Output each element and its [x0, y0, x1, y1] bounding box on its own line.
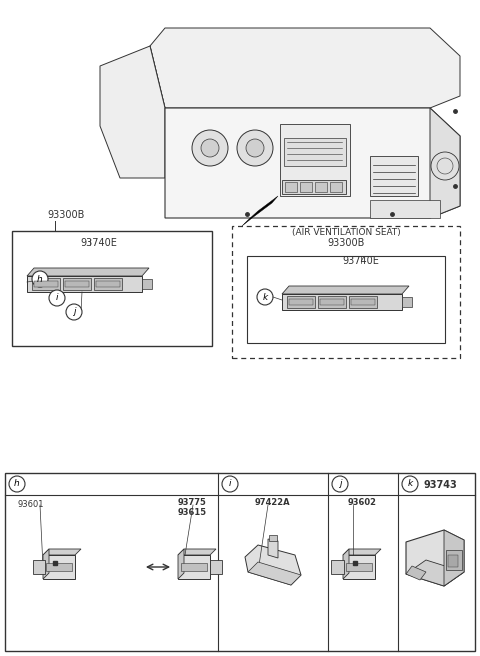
- Bar: [232, 226, 460, 358]
- Text: k: k: [263, 293, 268, 302]
- Bar: [65, 281, 89, 287]
- Text: 93300B: 93300B: [47, 210, 84, 220]
- Polygon shape: [242, 196, 278, 226]
- Circle shape: [9, 476, 25, 492]
- Text: k: k: [408, 480, 413, 489]
- Text: 93300B: 93300B: [327, 238, 365, 248]
- Circle shape: [332, 476, 348, 492]
- Bar: [280, 124, 350, 196]
- Bar: [330, 182, 342, 192]
- Polygon shape: [27, 276, 142, 292]
- Text: h: h: [37, 274, 43, 283]
- Bar: [282, 180, 346, 194]
- Bar: [32, 278, 60, 290]
- Text: 93601: 93601: [17, 500, 44, 509]
- Bar: [349, 296, 377, 308]
- Bar: [33, 560, 45, 574]
- Polygon shape: [406, 530, 464, 586]
- Polygon shape: [43, 549, 81, 555]
- Text: i: i: [229, 480, 231, 489]
- Bar: [370, 156, 418, 196]
- Bar: [12, 231, 212, 346]
- Circle shape: [402, 476, 418, 492]
- Bar: [46, 563, 72, 571]
- Bar: [331, 560, 344, 574]
- Polygon shape: [248, 562, 301, 585]
- Bar: [343, 555, 375, 579]
- Circle shape: [431, 152, 459, 180]
- Polygon shape: [100, 46, 165, 178]
- Polygon shape: [430, 108, 460, 218]
- Polygon shape: [343, 549, 381, 555]
- Bar: [370, 200, 440, 218]
- Bar: [43, 555, 75, 579]
- Bar: [346, 563, 372, 571]
- Polygon shape: [27, 268, 149, 276]
- Bar: [300, 182, 312, 192]
- Bar: [210, 560, 222, 574]
- Bar: [351, 299, 375, 305]
- Bar: [446, 550, 462, 570]
- Text: 97422A: 97422A: [255, 498, 290, 507]
- Text: 93602: 93602: [348, 498, 377, 507]
- Circle shape: [222, 476, 238, 492]
- Text: (AIR VENTILATION SEAT): (AIR VENTILATION SEAT): [292, 228, 400, 237]
- Polygon shape: [444, 530, 464, 586]
- Circle shape: [201, 139, 219, 157]
- Bar: [181, 563, 207, 571]
- Polygon shape: [268, 539, 278, 558]
- Bar: [320, 299, 344, 305]
- Text: 93740E: 93740E: [343, 256, 379, 266]
- Text: h: h: [14, 480, 20, 489]
- Text: j: j: [73, 308, 75, 316]
- Bar: [142, 279, 152, 289]
- Bar: [96, 281, 120, 287]
- Polygon shape: [245, 545, 301, 585]
- Text: 93743: 93743: [423, 480, 457, 490]
- Circle shape: [32, 271, 48, 287]
- Polygon shape: [178, 549, 216, 555]
- Circle shape: [49, 290, 65, 306]
- Bar: [285, 182, 297, 192]
- Bar: [448, 555, 458, 567]
- Bar: [178, 555, 210, 579]
- Bar: [287, 296, 315, 308]
- Text: 93740E: 93740E: [80, 238, 117, 248]
- Polygon shape: [178, 549, 184, 579]
- Bar: [63, 278, 91, 290]
- Bar: [269, 535, 277, 541]
- Circle shape: [66, 304, 82, 320]
- Bar: [284, 138, 346, 166]
- Polygon shape: [150, 28, 460, 108]
- Polygon shape: [43, 549, 49, 579]
- Bar: [5, 473, 475, 651]
- Bar: [402, 297, 412, 307]
- Bar: [247, 256, 445, 343]
- Bar: [289, 299, 313, 305]
- Text: i: i: [56, 293, 58, 302]
- Polygon shape: [406, 566, 426, 580]
- Bar: [315, 182, 327, 192]
- Polygon shape: [282, 294, 402, 310]
- Circle shape: [192, 130, 228, 166]
- Polygon shape: [165, 108, 460, 218]
- Circle shape: [246, 139, 264, 157]
- Polygon shape: [150, 46, 165, 176]
- Polygon shape: [282, 286, 409, 294]
- Text: 93615: 93615: [178, 508, 207, 517]
- Circle shape: [257, 289, 273, 305]
- Text: 93775: 93775: [178, 498, 207, 507]
- Text: j: j: [339, 480, 341, 489]
- Bar: [34, 281, 58, 287]
- Bar: [94, 278, 122, 290]
- Circle shape: [237, 130, 273, 166]
- Polygon shape: [406, 560, 464, 586]
- Bar: [318, 296, 346, 308]
- Polygon shape: [343, 549, 349, 579]
